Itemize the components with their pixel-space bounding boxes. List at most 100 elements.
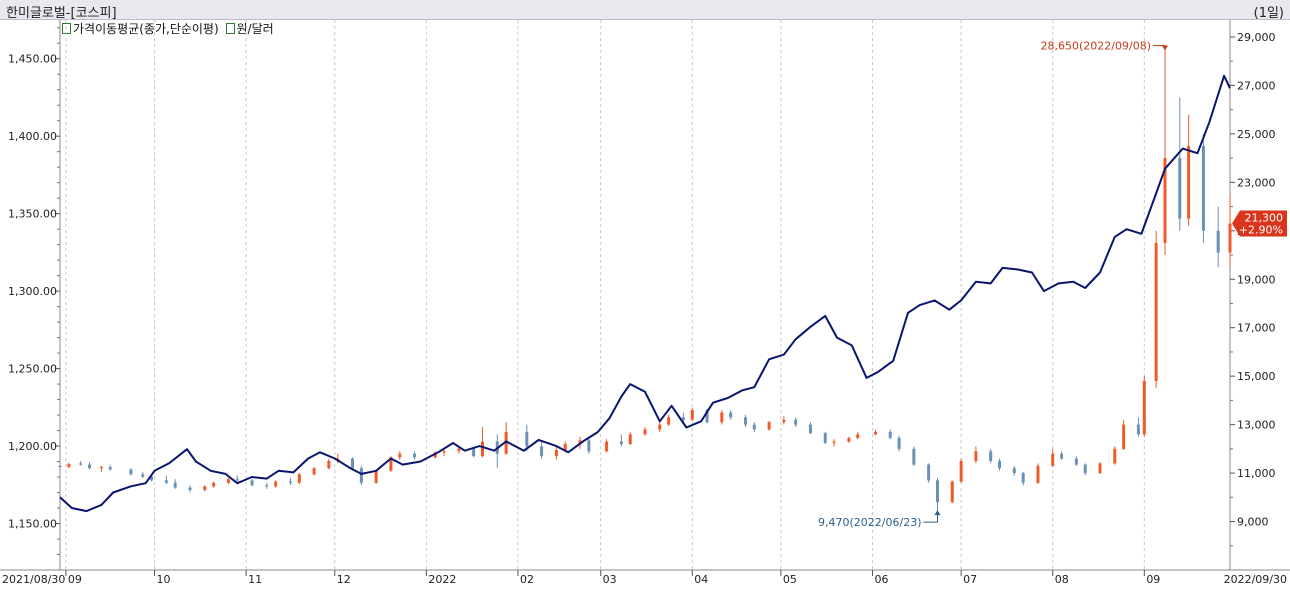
candle-body xyxy=(808,424,812,434)
candle-body xyxy=(67,463,71,468)
candle-body xyxy=(1142,381,1146,435)
right-tick-label: 9,000 xyxy=(1237,516,1269,529)
candle-body xyxy=(374,470,378,483)
candle-body xyxy=(1051,453,1055,466)
right-tick-label: 23,000 xyxy=(1237,176,1276,189)
legend-checkbox-icon[interactable] xyxy=(62,23,71,34)
candle-body xyxy=(563,444,567,451)
candle-body xyxy=(203,486,207,491)
candle-body xyxy=(927,464,931,481)
candle-body xyxy=(481,441,484,457)
candle-body xyxy=(1074,458,1078,465)
candle-body xyxy=(690,410,694,420)
candle-body xyxy=(540,446,544,457)
candle-body xyxy=(1201,145,1205,231)
x-tick-label: 12 xyxy=(337,573,351,586)
legend-checkbox-icon[interactable] xyxy=(225,23,235,34)
candle-body xyxy=(99,467,103,469)
candle-body xyxy=(274,481,278,487)
price-candles xyxy=(58,45,1232,511)
candle-body xyxy=(108,467,112,470)
x-tick-label: 2022 xyxy=(428,573,456,586)
x-end-label: 2022/09/30 xyxy=(1224,573,1287,586)
x-start-label: 2021/08/30 xyxy=(2,573,65,586)
fx-line-series xyxy=(59,74,1231,513)
left-axis: 1,150.00 1,200.00 1,250.00 1,300.00 1,350.00… xyxy=(8,27,60,571)
candle-body xyxy=(141,474,145,477)
candle-body xyxy=(173,482,177,488)
candle-body xyxy=(1187,145,1191,219)
candle-body xyxy=(129,469,133,475)
candle-body xyxy=(989,451,993,461)
candle-body xyxy=(959,460,963,482)
right-tick-label: 11,000 xyxy=(1237,467,1276,480)
candle-body xyxy=(729,412,733,418)
fx-line xyxy=(59,74,1231,513)
candle-body xyxy=(88,464,92,469)
candle-body xyxy=(1098,463,1102,474)
candle-body xyxy=(389,457,393,471)
candle-body xyxy=(1122,424,1126,449)
x-tick-label: 08 xyxy=(1055,573,1069,586)
right-tick-label: 27,000 xyxy=(1237,79,1276,92)
candle-body xyxy=(297,474,301,483)
candle-body xyxy=(628,434,632,445)
candle-body xyxy=(950,481,954,503)
candle-body xyxy=(359,468,363,483)
annotations: 28,650(2022/09/08) 9,470(2022/06/23) xyxy=(818,39,1168,529)
candle-body xyxy=(504,431,508,454)
candle-body xyxy=(1178,158,1182,219)
candle-body xyxy=(912,448,916,465)
period-indicator[interactable]: (1일) xyxy=(1253,6,1284,21)
candle-body xyxy=(413,453,417,458)
high-marker-icon xyxy=(1162,45,1168,51)
candle-body xyxy=(619,441,623,445)
legend-item-moving-average[interactable]: 가격이동평균(종가,단순이평) xyxy=(62,22,223,36)
candle-body xyxy=(587,440,591,452)
last-price-badge: 21,300+2.90% xyxy=(1232,210,1287,237)
x-tick-label: 09 xyxy=(68,573,82,586)
low-annotation-label: 9,470(2022/06/23) xyxy=(818,516,921,529)
x-tick-label: 06 xyxy=(875,573,889,586)
candle-body xyxy=(79,463,83,465)
candle-body xyxy=(888,431,892,438)
candle-body xyxy=(1163,158,1167,243)
last-price-change: +2.90% xyxy=(1239,224,1283,237)
candle-body xyxy=(705,410,709,423)
left-tick-label: 1,450.00 xyxy=(8,53,57,66)
candle-body xyxy=(58,465,62,468)
candle-body xyxy=(312,468,316,475)
candle-body xyxy=(525,431,529,447)
candle-body xyxy=(554,450,558,457)
left-tick-label: 1,350.00 xyxy=(8,208,57,221)
x-tick-label: 07 xyxy=(963,573,977,586)
candle-body xyxy=(974,451,978,461)
legend-label-moving-average: 가격이동평균(종가,단순이평) xyxy=(73,22,219,36)
candle-body xyxy=(1060,453,1064,459)
candle-body xyxy=(150,476,154,481)
left-tick-label: 1,200.00 xyxy=(8,440,57,453)
candle-body xyxy=(472,448,476,457)
last-price-badge-shape xyxy=(1232,210,1287,237)
left-tick-label: 1,150.00 xyxy=(8,518,57,531)
candle-body xyxy=(823,433,827,443)
candle-body xyxy=(1036,465,1040,483)
candle-body xyxy=(873,431,877,435)
candle-body xyxy=(658,424,662,430)
last-price-value: 21,300 xyxy=(1245,212,1284,225)
candle-body xyxy=(327,460,331,469)
candle-body xyxy=(720,412,724,423)
candle-body xyxy=(265,485,269,487)
right-tick-label: 29,000 xyxy=(1237,31,1276,44)
candle-body xyxy=(667,417,671,425)
candle-body xyxy=(782,419,786,423)
candle-body xyxy=(212,482,216,487)
x-tick-label: 04 xyxy=(694,573,708,586)
candle-body xyxy=(856,434,860,438)
candle-body xyxy=(226,479,230,483)
left-tick-label: 1,300.00 xyxy=(8,285,57,298)
grid-lines xyxy=(0,20,1290,571)
low-marker-icon xyxy=(934,510,941,516)
